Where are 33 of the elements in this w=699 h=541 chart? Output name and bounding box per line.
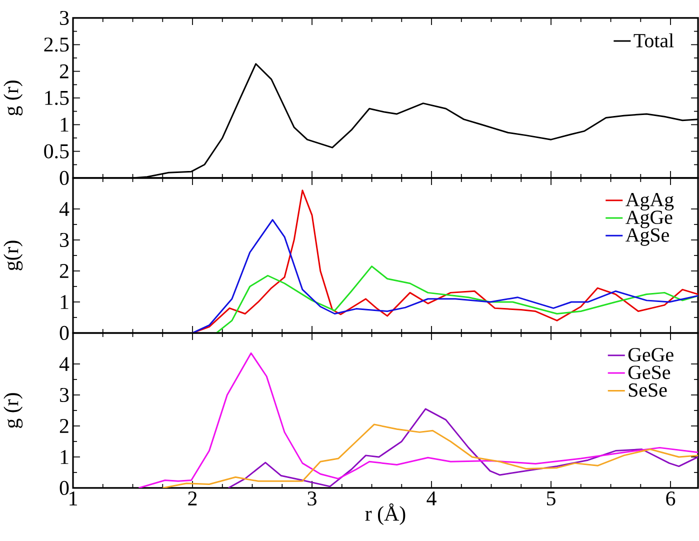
legend-label: AgAg xyxy=(626,193,674,210)
y-axis-title: g(r) xyxy=(4,240,23,270)
y-tick-label: 3 xyxy=(60,232,69,248)
x-tick-label: 2 xyxy=(188,492,197,506)
legend-label: GeSe xyxy=(628,366,670,380)
y-tick-label: 2 xyxy=(60,64,68,78)
y-tick-label: 4 xyxy=(59,202,70,216)
y-tick-label: 4 xyxy=(59,357,70,371)
y-tick-label: 3 xyxy=(60,388,69,402)
x-tick-label: 4 xyxy=(426,492,436,506)
y-tick-label: 1 xyxy=(60,118,68,132)
x-tick-label: 3 xyxy=(308,492,316,506)
x-tick-label: 5 xyxy=(547,492,556,506)
legend-label: AgGe xyxy=(626,210,672,228)
y-tick-label: 2.5 xyxy=(44,38,69,52)
y-tick-label: 3 xyxy=(60,10,69,26)
y-axis-title: g (r) xyxy=(4,393,23,428)
y-axis-title: g (r) xyxy=(4,80,23,116)
y-tick-label: 2 xyxy=(60,264,68,278)
y-tick-label: 1 xyxy=(60,295,68,309)
y-tick-label: 1.5 xyxy=(45,90,69,106)
y-tick-label: 1 xyxy=(60,450,68,464)
legend-label: Total xyxy=(634,33,674,48)
legend-label: AgSe xyxy=(626,228,669,246)
y-tick-label: 0 xyxy=(60,480,69,496)
x-axis-title: r (Å) xyxy=(365,503,406,526)
x-tick-label: 6 xyxy=(666,492,676,506)
legend-label: SeSe xyxy=(628,383,667,397)
y-tick-label: 0.5 xyxy=(44,144,69,158)
y-tick-label: 0 xyxy=(60,170,69,186)
y-tick-label: 2 xyxy=(60,419,68,433)
y-tick-label: 0 xyxy=(60,326,69,340)
legend-label: GeGe xyxy=(628,348,674,362)
